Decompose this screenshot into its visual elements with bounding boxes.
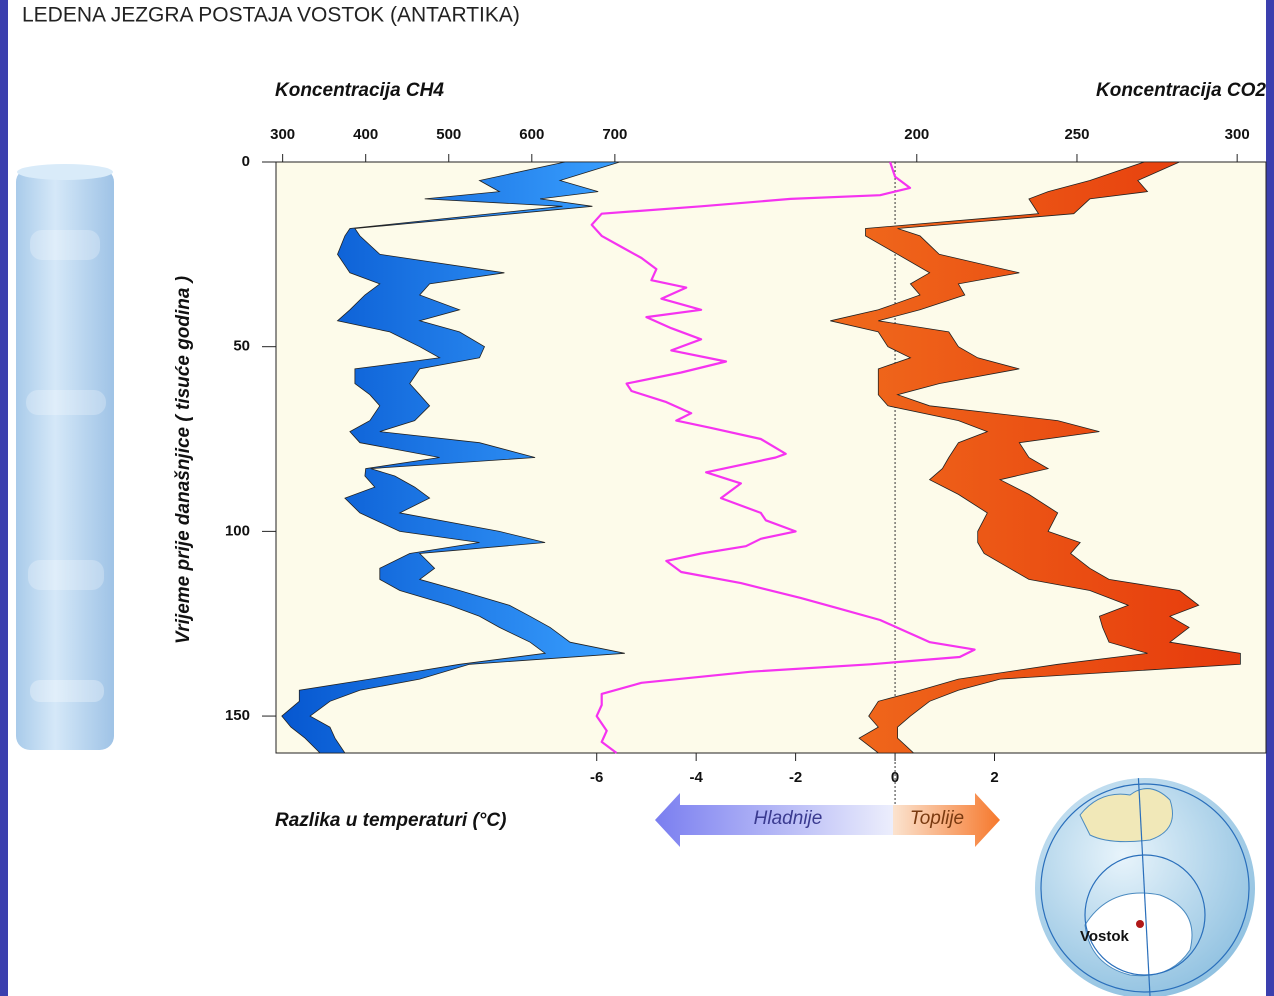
y-tick-label: 100: [225, 522, 250, 539]
x-tick-label: 400: [353, 126, 378, 143]
x-tick-label: -6: [590, 769, 603, 786]
y-tick-label: 0: [242, 153, 250, 170]
warmer-label: Toplije: [910, 808, 964, 829]
x-tick-label: -2: [789, 769, 802, 786]
x-tick-label: 300: [270, 126, 295, 143]
x-tick-label: -4: [689, 769, 703, 786]
station-label: Vostok: [1080, 928, 1130, 945]
co2-axis-title: Koncentracija CO2: [1096, 80, 1266, 101]
x-tick-label: 600: [519, 126, 544, 143]
x-tick-label: 300: [1225, 126, 1250, 143]
x-tick-label: 200: [904, 126, 929, 143]
x-tick-label: 250: [1064, 126, 1089, 143]
y-tick-label: 150: [225, 707, 250, 724]
temp-axis-title: Razlika u temperaturi (°C): [275, 810, 506, 831]
colder-label: Hladnije: [754, 808, 823, 829]
x-tick-label: 700: [602, 126, 627, 143]
x-tick-label: 500: [436, 126, 461, 143]
ice-core: [16, 164, 114, 750]
y-tick-label: 50: [233, 338, 250, 355]
x-tick-label: 2: [990, 769, 998, 786]
y-axis-title: Vrijeme prije današnjice ( tisuće godina…: [173, 276, 194, 644]
ch4-axis-title: Koncentracija CH4: [275, 80, 444, 101]
page: LEDENA JEZGRA POSTAJA VOSTOK (ANTARTIKA)…: [0, 0, 1274, 996]
page-title: LEDENA JEZGRA POSTAJA VOSTOK (ANTARTIKA): [22, 4, 520, 27]
